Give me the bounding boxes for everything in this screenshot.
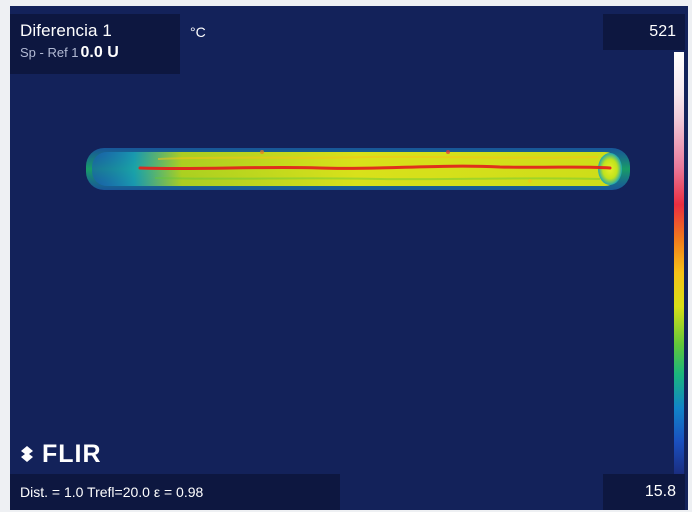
warm-streak-lower: [154, 177, 601, 181]
warm-streak-upper: [157, 155, 599, 160]
heat-speckle: [446, 150, 450, 154]
camera-parameters: Dist. = 1.0 Trefl=20.0 ε = 0.98: [20, 484, 204, 500]
measurement-subtitle-value: 0.0 U: [80, 44, 119, 61]
measurement-title: Diferencia 1: [20, 21, 112, 40]
heat-speckle: [528, 179, 532, 183]
max-temperature-value: 521: [649, 23, 676, 40]
hot-core-line: [138, 164, 612, 171]
flir-brand-text: FLIR: [42, 440, 102, 468]
thermal-image: [86, 148, 630, 190]
max-value-box: 521: [603, 14, 685, 50]
flir-mark-icon: [21, 446, 33, 462]
measurement-subtitle: Sp - Ref 1 0.0 U: [20, 45, 170, 61]
temperature-unit: °C: [190, 24, 206, 40]
measurement-box: Diferencia 1 Sp - Ref 1 0.0 U: [10, 14, 180, 74]
thermal-camera-view: Diferencia 1 Sp - Ref 1 0.0 U °C 521 FLI…: [10, 6, 688, 510]
heat-speckle: [260, 150, 264, 154]
parameters-box: Dist. = 1.0 Trefl=20.0 ε = 0.98: [10, 474, 340, 510]
min-value-box: 15.8: [603, 474, 685, 510]
temperature-scale-bar: [674, 52, 684, 476]
min-temperature-value: 15.8: [644, 483, 676, 500]
measurement-subtitle-label: Sp - Ref 1: [20, 45, 79, 60]
flir-logo: FLIR: [18, 440, 128, 468]
